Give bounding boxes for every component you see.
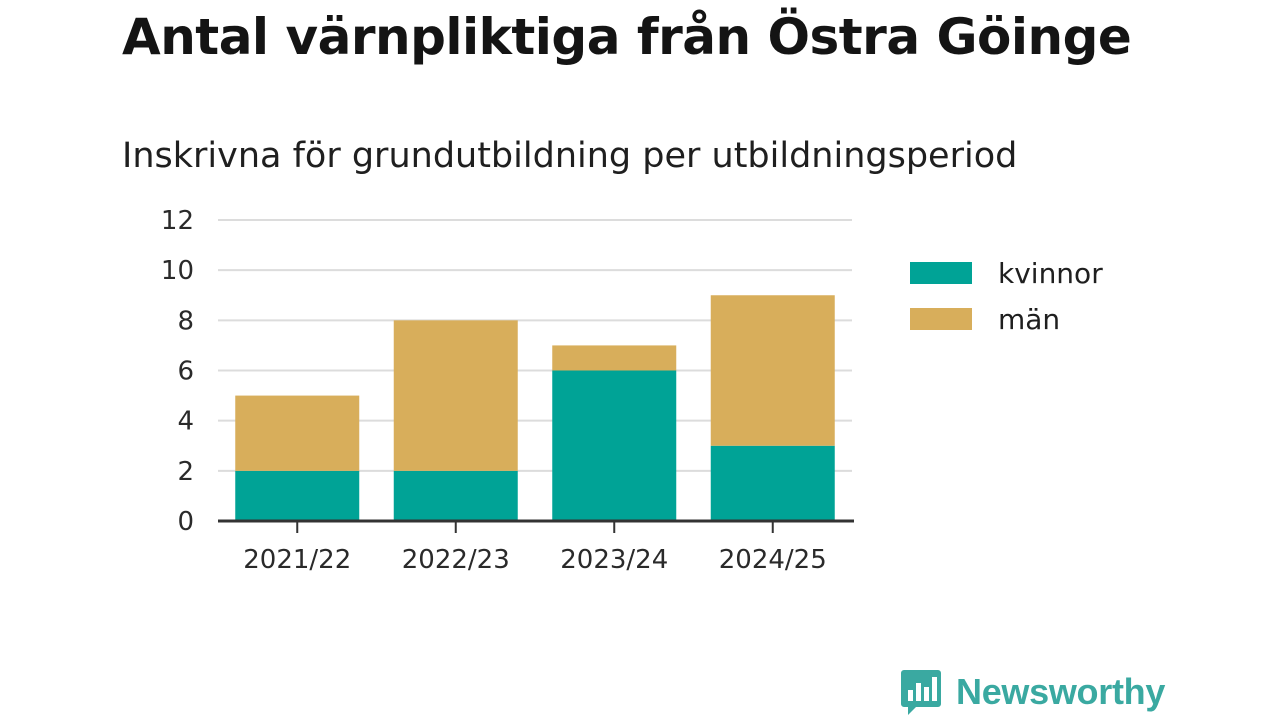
bar-2023-24-series-0	[552, 370, 677, 521]
legend-swatch-kvinnor	[910, 262, 972, 284]
y-tick-label: 0	[177, 507, 194, 537]
y-tick-label: 4	[177, 407, 194, 437]
legend-swatch-man	[910, 308, 972, 330]
x-tick-label: 2021/22	[243, 545, 351, 575]
bar-2024-25-series-1	[710, 295, 835, 446]
legend-label-man: män	[998, 302, 1061, 336]
bar-2022-23-series-0	[393, 470, 518, 521]
legend: kvinnor män	[910, 250, 1103, 342]
bar-2024-25-series-0	[710, 445, 835, 521]
y-tick-label: 6	[177, 357, 194, 387]
legend-label-kvinnor: kvinnor	[998, 256, 1103, 290]
y-tick-label: 12	[161, 206, 194, 236]
newsworthy-bar-chart-icon	[901, 670, 941, 715]
legend-item-kvinnor: kvinnor	[910, 250, 1103, 296]
x-tick-label: 2022/23	[402, 545, 510, 575]
bar-2022-23-series-1	[393, 320, 518, 471]
y-tick-label: 2	[177, 457, 194, 487]
y-tick-label: 8	[177, 306, 194, 336]
legend-item-man: män	[910, 296, 1103, 342]
chart-subtitle: Inskrivna för grundutbildning per utbild…	[122, 136, 1018, 176]
y-tick-label: 10	[161, 256, 194, 286]
axes: 0 2 4 6 8 10 12 2021/22 2022/23 2023/24 2024/25	[161, 206, 854, 575]
newsworthy-logo: Newsworthy	[900, 668, 1165, 716]
bars	[235, 295, 835, 521]
x-tick-label: 2024/25	[719, 545, 827, 575]
x-tick-label: 2023/24	[560, 545, 668, 575]
chart-title: Antal värnpliktiga från Östra Göinge	[122, 8, 1132, 66]
logo-text: Newsworthy	[956, 671, 1166, 712]
bar-2021-22-series-0	[235, 470, 360, 521]
bar-2021-22-series-1	[235, 395, 360, 471]
bar-2023-24-series-1	[552, 345, 677, 371]
